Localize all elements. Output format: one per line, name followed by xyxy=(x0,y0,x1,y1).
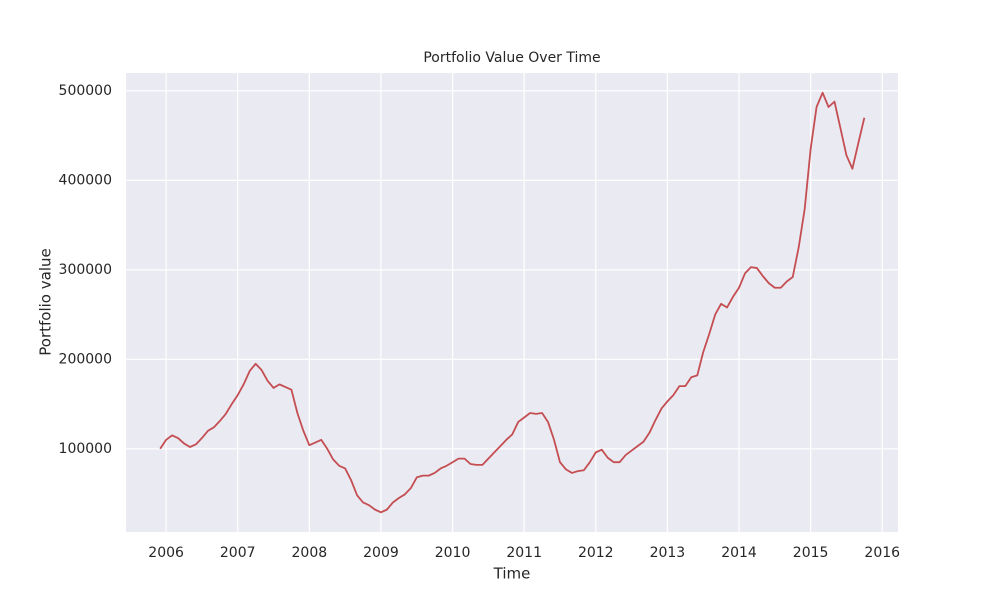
x-tick-label: 2011 xyxy=(506,545,542,561)
x-tick-label: 2009 xyxy=(363,545,399,561)
y-tick-label: 400000 xyxy=(59,172,112,188)
y-axis-label: Portfolio value xyxy=(37,248,55,355)
x-tick-label: 2010 xyxy=(435,545,471,561)
x-tick-label: 2007 xyxy=(220,545,256,561)
plot-area xyxy=(126,73,898,532)
x-tick-label: 2012 xyxy=(578,545,614,561)
chart-title: Portfolio Value Over Time xyxy=(423,50,600,66)
data-line xyxy=(159,91,866,514)
x-tick-label: 2015 xyxy=(793,545,829,561)
y-tick-label: 200000 xyxy=(59,351,112,367)
x-tick-label: 2008 xyxy=(292,545,328,561)
y-tick-label: 500000 xyxy=(59,83,112,99)
x-axis-label: Time xyxy=(493,565,531,583)
x-tick-label: 2013 xyxy=(650,545,686,561)
x-tick-label: 2014 xyxy=(721,545,757,561)
x-tick-label: 2016 xyxy=(864,545,900,561)
x-tick-label: 2006 xyxy=(148,545,184,561)
y-tick-label: 100000 xyxy=(59,441,112,457)
y-tick-label: 300000 xyxy=(59,262,112,278)
